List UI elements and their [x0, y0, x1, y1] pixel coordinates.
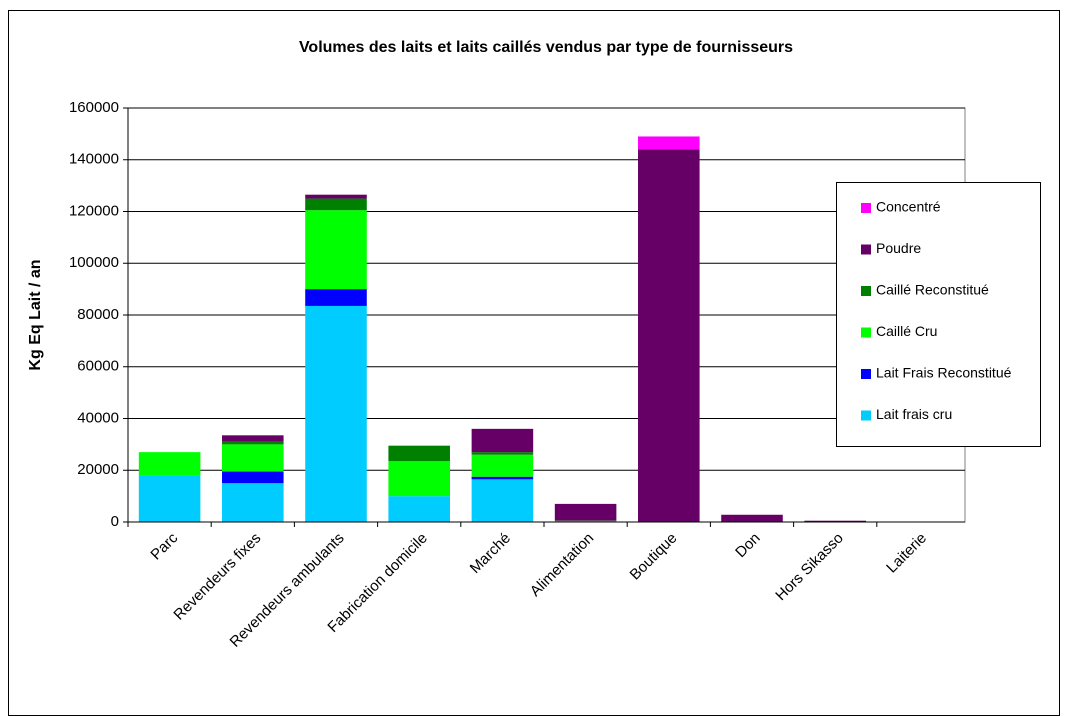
y-tick-label: 0 — [111, 513, 119, 530]
legend: Concentré Poudre Caillé Reconstitué Caillé … — [836, 182, 1041, 447]
legend-label: Concentré — [876, 199, 941, 215]
y-tick-label: 120000 — [69, 202, 119, 219]
bar-segment — [222, 483, 284, 522]
chart-title: Volumes des laits et laits caillés vendu… — [299, 39, 793, 56]
bar-segment — [305, 194, 367, 199]
bar-segment — [222, 444, 284, 472]
bar-segment — [305, 305, 367, 522]
legend-swatch — [861, 369, 871, 379]
bar-segment — [721, 514, 783, 522]
bar-segment — [222, 471, 284, 484]
y-tick-label: 80000 — [77, 306, 119, 323]
y-tick-label: 160000 — [69, 99, 119, 116]
bar-segment — [388, 461, 450, 497]
bar-segment — [471, 454, 534, 477]
bar-segment — [471, 452, 534, 455]
legend-swatch — [861, 244, 871, 255]
y-axis-title: Kg Eq Lait / an — [27, 259, 44, 370]
y-tick-label: 40000 — [77, 409, 119, 426]
legend-swatch — [861, 203, 871, 213]
legend-box — [836, 182, 1041, 447]
y-tick-label: 60000 — [77, 358, 119, 375]
legend-swatch — [861, 410, 871, 421]
legend-swatch — [861, 286, 871, 296]
bar-segment — [305, 210, 367, 290]
bar-segment — [305, 289, 367, 306]
bar-segment — [471, 428, 534, 453]
bar-segment — [471, 479, 534, 522]
bar-segment — [638, 149, 700, 522]
bar-segment — [638, 136, 700, 150]
legend-label: Lait Frais Reconstitué — [876, 365, 1012, 381]
bar-segment — [804, 520, 866, 522]
legend-label: Caillé Reconstitué — [876, 282, 989, 298]
y-tick-label: 20000 — [77, 461, 119, 478]
bar-segment — [471, 476, 534, 480]
bar-segment — [222, 441, 284, 445]
bar-segment — [305, 198, 367, 211]
y-tick-label: 140000 — [69, 151, 119, 168]
bar-segment — [388, 445, 450, 462]
legend-swatch — [861, 327, 871, 338]
bar-segment — [138, 475, 201, 522]
bar-segment — [554, 520, 617, 522]
legend-label: Poudre — [876, 240, 921, 256]
bar-segment — [388, 496, 450, 522]
bar-segment — [222, 435, 284, 442]
bar-segment — [138, 452, 201, 476]
legend-label: Lait frais cru — [876, 406, 952, 422]
bar-segment — [554, 503, 617, 521]
legend-label: Caillé Cru — [876, 323, 937, 339]
y-tick-label: 100000 — [69, 254, 119, 271]
